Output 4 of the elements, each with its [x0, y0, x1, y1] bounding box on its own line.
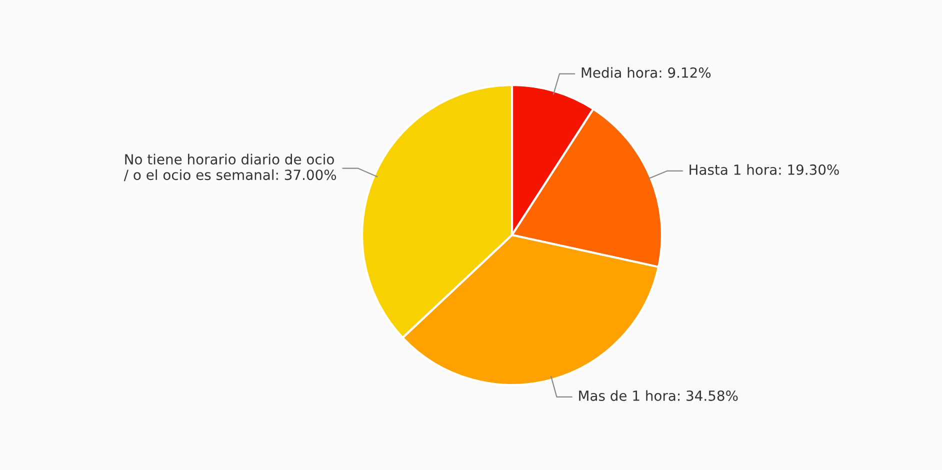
- slice-label: No tiene horario diario de ocio / o el ocio es semanal: 37.00%: [124, 154, 336, 182]
- slice-label: Media hora: 9.12%: [582, 67, 711, 78]
- slice-label: Hasta 1 hora: 19.30%: [690, 164, 839, 175]
- slice-label: Mas de 1 hora: 34.58%: [579, 390, 738, 401]
